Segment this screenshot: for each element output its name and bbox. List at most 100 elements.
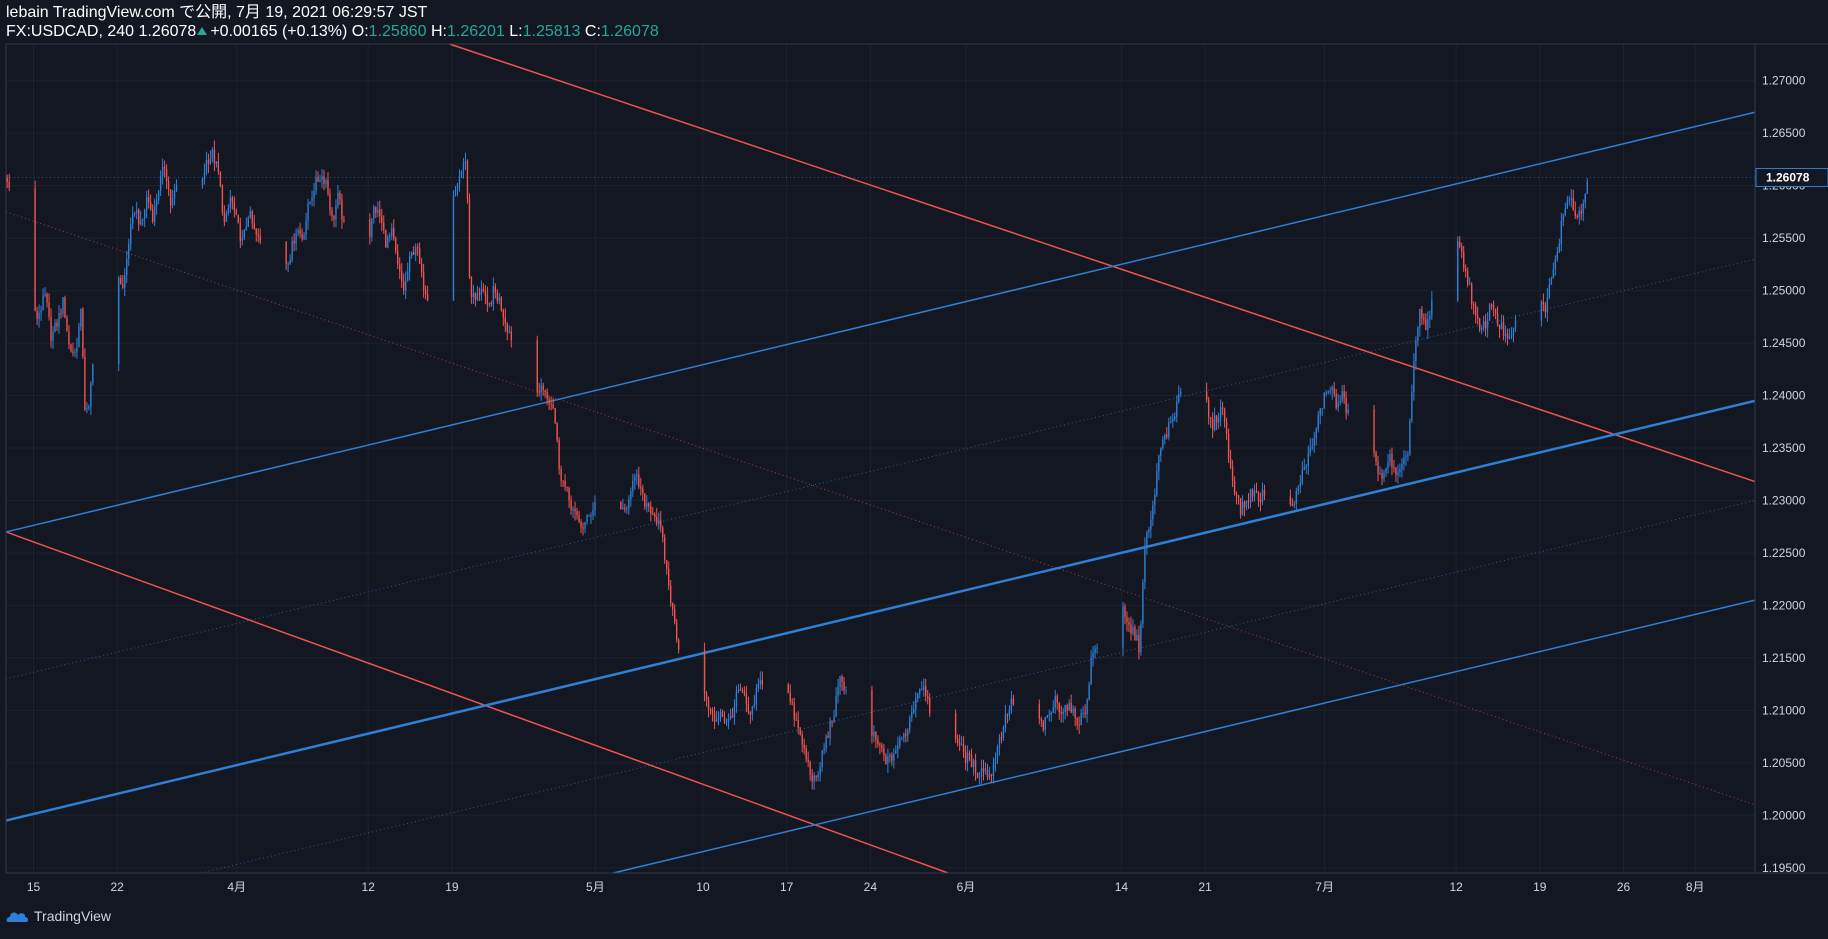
candle-body — [622, 507, 624, 510]
candle-body — [1004, 714, 1007, 728]
candle-body — [1373, 409, 1375, 453]
footer[interactable]: TradingView — [6, 908, 111, 924]
candle-body — [255, 228, 257, 235]
candle-body — [889, 754, 891, 757]
candle-body — [490, 303, 493, 305]
candle-body — [1486, 319, 1489, 329]
candle-body — [323, 176, 325, 184]
candle-body — [1138, 634, 1140, 653]
trend-line-blue-upper[interactable] — [5, 111, 1756, 533]
candle-body — [1178, 394, 1180, 402]
candle-body — [122, 284, 124, 288]
candle-body — [1002, 727, 1005, 738]
candle-body — [909, 717, 911, 730]
candle-body — [1480, 327, 1483, 330]
chart-pane[interactable] — [6, 44, 1755, 873]
candle-body — [1566, 200, 1569, 209]
candle-body — [169, 189, 172, 206]
candle-body — [923, 686, 925, 690]
candle-body — [1415, 340, 1417, 362]
candle-body — [731, 715, 734, 718]
candle-body — [1154, 494, 1156, 505]
candle-body — [1130, 624, 1132, 634]
candle-body — [1243, 501, 1246, 508]
candle-body — [921, 689, 923, 691]
price-tick-label: 1.22500 — [1762, 546, 1806, 560]
candle-body — [460, 171, 463, 177]
candle-body — [915, 698, 917, 709]
candle-body — [976, 772, 979, 778]
candle-body — [1484, 321, 1487, 329]
candle-body — [1457, 241, 1459, 301]
candles — [6, 140, 1588, 790]
trend-line-red-lower[interactable] — [5, 531, 949, 874]
candle-body — [1321, 408, 1323, 410]
candle-body — [40, 310, 42, 313]
candle-body — [893, 753, 895, 761]
candle-body — [399, 264, 401, 272]
candle-body — [118, 277, 120, 365]
candle-body — [143, 210, 146, 219]
candle-body — [1560, 220, 1563, 244]
candle-body — [305, 220, 307, 235]
candle-body — [1478, 318, 1481, 330]
price-tick-label: 1.24000 — [1762, 389, 1806, 403]
candle-body — [628, 499, 630, 509]
candle-body — [819, 767, 821, 775]
candle-body — [907, 729, 909, 736]
candle-body — [956, 739, 959, 744]
candle-body — [841, 676, 843, 683]
candle-body — [337, 192, 339, 207]
time-tick-label: 24 — [864, 880, 878, 894]
candle-body — [588, 515, 590, 517]
candle-body — [1305, 465, 1307, 468]
candle-body — [556, 423, 558, 441]
candle-body — [38, 312, 40, 319]
candle-body — [1506, 333, 1509, 339]
candle-body — [1301, 469, 1304, 484]
candle-body — [1576, 216, 1578, 218]
candle-body — [1134, 627, 1136, 641]
candle-body — [207, 160, 210, 164]
candle-body — [510, 331, 512, 341]
candle-body — [825, 736, 827, 749]
candle-body — [1136, 634, 1138, 641]
trend-line-blue-middle[interactable] — [5, 399, 1756, 822]
price-axis[interactable]: 1.19500 1.20000 1.20500 1.21000 1.21500 1.220… — [1762, 74, 1806, 875]
candle-body — [980, 768, 983, 777]
candle-body — [373, 207, 375, 219]
candle-body — [464, 161, 467, 163]
time-axis[interactable]: 15 22 4月 12 19 5月 10 17 24 6月 14 21 7月 12 19 26 8月 — [27, 880, 1705, 894]
time-tick-label: 10 — [696, 880, 710, 894]
candle-body — [171, 198, 174, 206]
candle-body — [1094, 648, 1096, 654]
price-tick-label: 1.25000 — [1762, 284, 1806, 298]
trend-line-blue-lower[interactable] — [613, 599, 1756, 874]
candle-body — [972, 760, 975, 768]
candle-body — [675, 622, 678, 640]
candle-body — [303, 234, 305, 240]
candle-body — [1421, 309, 1423, 318]
candle-body — [807, 759, 809, 763]
close-value: 1.26078 — [600, 23, 659, 40]
candle-body — [562, 480, 564, 482]
candle-body — [175, 185, 178, 191]
candle-body — [620, 502, 622, 510]
candle-body — [1377, 461, 1379, 474]
candle-body — [1152, 504, 1154, 520]
candle-body — [339, 192, 341, 200]
candle-body — [1381, 473, 1383, 479]
candle-body — [1132, 627, 1134, 634]
candle-body — [1502, 322, 1505, 336]
candle-body — [478, 293, 481, 295]
candle-body — [138, 209, 140, 225]
candle-body — [831, 720, 833, 722]
candle-body — [1379, 473, 1381, 475]
trend-line-red-upper[interactable] — [449, 43, 1756, 483]
candle-body — [1162, 439, 1164, 448]
candle-body — [311, 197, 313, 202]
candle-body — [1255, 490, 1258, 493]
candle-body — [1140, 623, 1142, 653]
candle-body — [662, 527, 664, 538]
